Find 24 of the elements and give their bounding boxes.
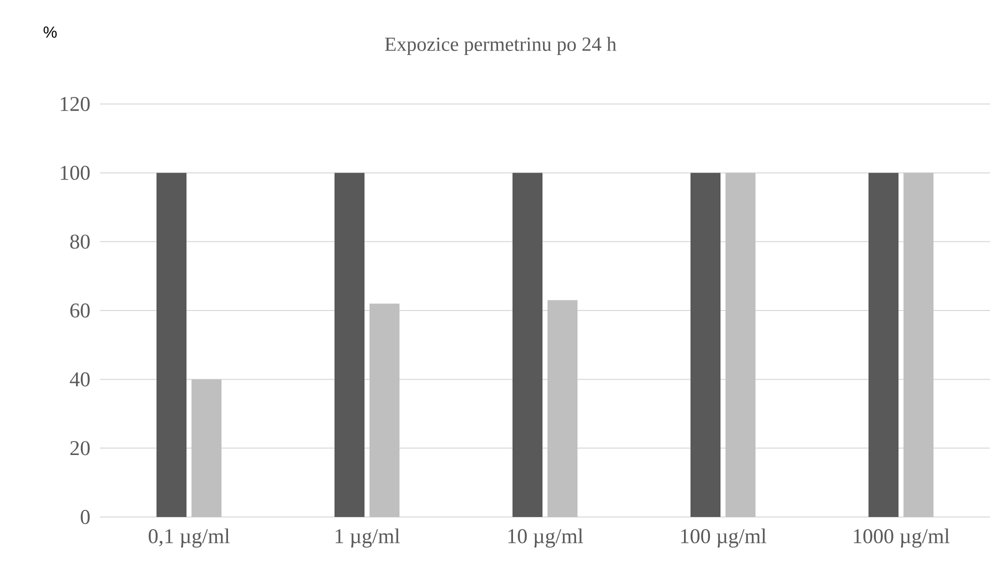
bar	[726, 172, 756, 517]
bar	[334, 172, 365, 517]
y-axis-title: %	[44, 26, 57, 38]
y-tick-label: 60	[70, 303, 90, 318]
y-tick-label: 100	[60, 166, 90, 180]
x-tick-label: 1 µg/ml	[336, 528, 400, 548]
y-tick-label: 40	[70, 372, 90, 386]
bar	[156, 172, 186, 517]
y-tick-label: 0	[80, 510, 90, 524]
y-tick-label: 120	[60, 96, 90, 112]
bar	[868, 172, 899, 517]
bar	[548, 300, 578, 517]
y-tick-label: 80	[70, 234, 90, 249]
x-tick-label: 10 µg/ml	[508, 528, 584, 548]
x-tick-label: 0,1 µg/ml	[148, 528, 230, 548]
y-tick-label: 20	[70, 441, 90, 456]
bar	[192, 379, 222, 517]
x-tick-label: 100 µg/ml	[681, 528, 766, 548]
bar	[904, 172, 934, 517]
bar	[512, 172, 543, 517]
chart-title: Expozice permetrinu po 24 h	[385, 36, 616, 56]
x-tick-label: 1000 µg/ml	[854, 528, 950, 548]
bar	[690, 172, 721, 517]
bar	[370, 304, 400, 517]
